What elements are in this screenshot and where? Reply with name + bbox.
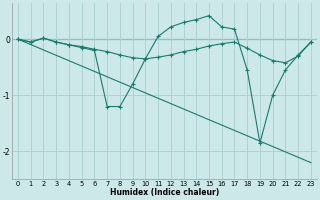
X-axis label: Humidex (Indice chaleur): Humidex (Indice chaleur) bbox=[110, 188, 219, 197]
